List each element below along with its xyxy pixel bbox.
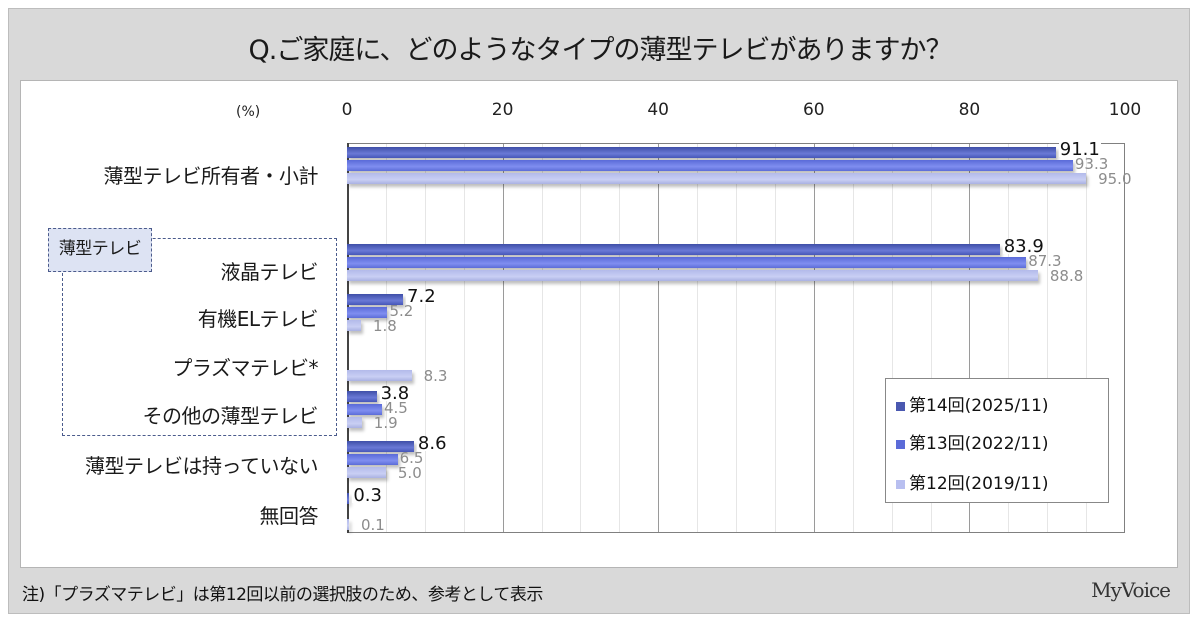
category-label: 液晶テレビ bbox=[220, 260, 319, 284]
gridline bbox=[541, 144, 543, 532]
category-label: 無回答 bbox=[259, 504, 319, 528]
legend-label: 第13回(2022/11) bbox=[909, 434, 1049, 454]
bar-s12 bbox=[347, 320, 361, 331]
gridline bbox=[424, 144, 426, 532]
chart-title: Q.ご家庭に、どのようなタイプの薄型テレビがありますか？ bbox=[248, 35, 952, 66]
bar-s12 bbox=[347, 270, 1038, 281]
gridline bbox=[619, 144, 621, 532]
value-label: 7.2 bbox=[406, 286, 437, 307]
unit-label: (%) bbox=[236, 104, 261, 120]
gridline bbox=[736, 144, 737, 532]
x-axis-tick: 80 bbox=[958, 100, 981, 120]
legend-item-13: 第13回(2022/11) bbox=[896, 429, 1049, 454]
category-label: 有機ELテレビ bbox=[197, 307, 319, 331]
bar-s12 bbox=[347, 370, 412, 381]
gridline bbox=[658, 144, 660, 532]
category-label: プラズマテレビ* bbox=[172, 356, 318, 380]
gridline bbox=[969, 144, 971, 532]
bar-s12 bbox=[347, 417, 362, 428]
gridline bbox=[1086, 144, 1088, 532]
value-label: 93.3 bbox=[1074, 155, 1109, 173]
brand-logo: MyVoice bbox=[1091, 578, 1171, 602]
bar-s13 bbox=[347, 307, 388, 318]
y-axis-line bbox=[347, 143, 349, 533]
x-axis-tick: 100 bbox=[1108, 100, 1142, 120]
group-bracket-box bbox=[62, 238, 337, 436]
bar-s13 bbox=[347, 404, 382, 415]
bar-s13 bbox=[347, 257, 1027, 268]
gridline bbox=[697, 144, 699, 532]
category-label: その他の薄型テレビ bbox=[142, 404, 319, 428]
x-axis-tick: 40 bbox=[647, 100, 670, 120]
bar-s13 bbox=[347, 160, 1073, 171]
bar-s14 bbox=[347, 391, 377, 402]
x-axis-tick: 60 bbox=[802, 100, 825, 120]
gridline bbox=[463, 144, 465, 532]
value-label: 8.3 bbox=[423, 367, 448, 385]
value-label: 87.3 bbox=[1028, 252, 1062, 270]
bar-s14 bbox=[347, 294, 404, 305]
value-label: 5.2 bbox=[389, 302, 414, 320]
gridline bbox=[813, 144, 815, 532]
category-label: 薄型テレビは持っていない bbox=[85, 454, 319, 478]
value-label: 88.8 bbox=[1049, 267, 1084, 285]
value-label: 3.8 bbox=[379, 383, 411, 404]
group-tag: 薄型テレビ bbox=[48, 228, 152, 272]
gridline bbox=[385, 144, 387, 532]
legend-label: 第12回(2019/11) bbox=[909, 474, 1049, 494]
bar-s12 bbox=[347, 519, 349, 530]
value-label: 95.0 bbox=[1098, 170, 1132, 188]
value-label: 0.3 bbox=[352, 485, 383, 506]
x-axis-tick: 0 bbox=[341, 100, 353, 120]
value-label: 4.5 bbox=[384, 399, 408, 417]
bar-s14 bbox=[347, 244, 1000, 255]
legend: 第14回(2025/11) 第13回(2022/11) 第12回(2019/11… bbox=[885, 378, 1109, 503]
legend-swatch-icon bbox=[896, 479, 905, 489]
bar-s12 bbox=[347, 173, 1087, 184]
gridline bbox=[1047, 144, 1049, 532]
legend-label: 第14回(2025/11) bbox=[909, 396, 1049, 416]
gridline bbox=[930, 144, 932, 532]
legend-item-14: 第14回(2025/11) bbox=[896, 391, 1049, 416]
gridline bbox=[502, 144, 504, 532]
legend-swatch-icon bbox=[896, 439, 905, 449]
gridline bbox=[580, 144, 582, 532]
bar-s14 bbox=[347, 493, 350, 504]
bar-s14 bbox=[347, 441, 414, 452]
footnote: 注)「プラズマテレビ」は第12回以前の選択肢のため、参考として表示 bbox=[22, 585, 543, 605]
value-label: 5.0 bbox=[397, 464, 422, 482]
gridline bbox=[852, 144, 854, 532]
legend-swatch-icon bbox=[896, 401, 905, 411]
legend-item-12: 第12回(2019/11) bbox=[896, 469, 1049, 494]
bar-s13 bbox=[347, 454, 398, 465]
bar-s14 bbox=[347, 147, 1056, 158]
value-label: 91.1 bbox=[1058, 139, 1101, 160]
gridline bbox=[1008, 144, 1010, 532]
x-axis-tick: 20 bbox=[491, 100, 514, 120]
value-label: 6.5 bbox=[399, 449, 424, 467]
value-label: 8.6 bbox=[416, 433, 448, 454]
value-label: 83.9 bbox=[1002, 236, 1045, 257]
bar-s12 bbox=[347, 467, 386, 478]
gridline bbox=[891, 144, 893, 532]
value-label: 1.9 bbox=[373, 414, 398, 432]
category-label: 薄型テレビ所有者・小計 bbox=[103, 164, 319, 188]
value-label: 1.8 bbox=[373, 317, 397, 335]
gridline bbox=[774, 144, 776, 532]
value-label: 0.1 bbox=[361, 516, 385, 534]
